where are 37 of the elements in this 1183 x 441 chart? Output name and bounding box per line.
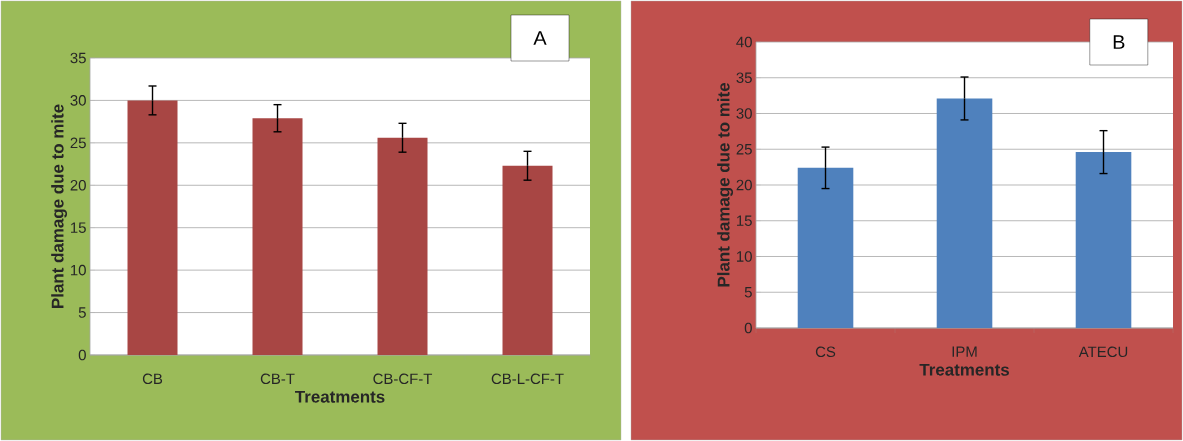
x-tick-label: CB-T (260, 373, 295, 385)
bar (797, 167, 854, 328)
y-tick-label: 0 (744, 322, 752, 334)
y-tick-label: 10 (71, 264, 86, 276)
bar (252, 118, 303, 355)
x-tick-label: ATECU (1078, 346, 1128, 358)
y-tick-label: 25 (736, 143, 752, 155)
bar (936, 98, 993, 328)
x-tick-label: CS (815, 346, 836, 358)
y-tick-label: 5 (744, 287, 752, 298)
y-tick-label: 5 (78, 307, 86, 318)
x-axis-title: Treatments (295, 390, 385, 403)
y-tick-label: 20 (736, 179, 752, 191)
y-tick-label: 0 (78, 349, 86, 361)
bar (127, 100, 178, 355)
x-tick-label: IPM (952, 346, 977, 357)
y-tick-label: 30 (736, 108, 752, 119)
y-axis-title: Plant damage due to mite (51, 104, 68, 308)
chart-title: A (533, 31, 547, 45)
y-tick-label: 35 (70, 52, 86, 64)
y-tick-label: 30 (70, 95, 86, 106)
chart-title: B (1113, 35, 1125, 49)
y-axis-title: Plant damage due to mite (717, 82, 734, 287)
x-tick-label: CB-CF-T (373, 373, 433, 385)
bar (1075, 152, 1132, 328)
y-tick-label: 15 (737, 215, 752, 226)
y-tick-label: 25 (70, 137, 86, 149)
y-tick-label: 40 (736, 36, 752, 48)
x-axis-title: Treatments (919, 363, 1009, 376)
y-tick-label: 35 (736, 72, 752, 84)
y-tick-label: 20 (70, 179, 86, 191)
bar (502, 165, 553, 355)
y-tick-label: 15 (71, 222, 86, 233)
bar (377, 137, 428, 355)
x-tick-label: CB-L-CF-T (491, 373, 564, 385)
x-tick-label: CB (142, 373, 163, 385)
y-tick-label: 10 (737, 251, 752, 262)
